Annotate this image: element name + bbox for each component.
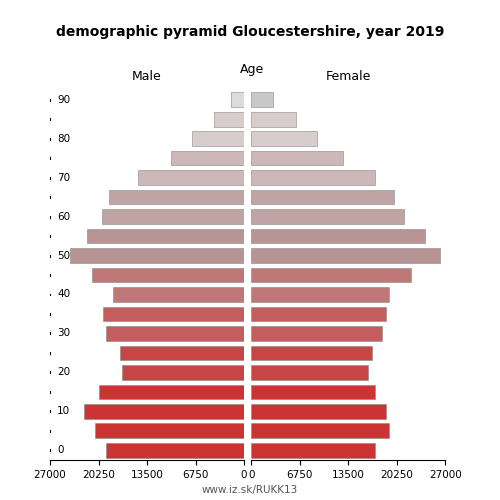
Text: 20: 20 xyxy=(57,368,70,378)
Bar xyxy=(251,112,296,126)
Text: 50: 50 xyxy=(57,250,70,260)
Text: Male: Male xyxy=(132,70,162,82)
Text: 30: 30 xyxy=(57,328,70,338)
Bar xyxy=(88,229,244,244)
Bar xyxy=(214,112,244,126)
Text: Female: Female xyxy=(326,70,371,82)
Text: Age: Age xyxy=(240,64,264,76)
Bar xyxy=(251,365,368,380)
Bar xyxy=(251,132,318,146)
Text: 0: 0 xyxy=(57,446,64,456)
Text: 70: 70 xyxy=(57,172,70,182)
Bar xyxy=(122,365,244,380)
Text: 10: 10 xyxy=(57,406,70,416)
Bar xyxy=(192,132,244,146)
Bar xyxy=(251,151,343,166)
Bar xyxy=(231,92,244,107)
Bar xyxy=(251,346,372,360)
Bar xyxy=(251,306,386,322)
Bar xyxy=(251,404,386,418)
Bar xyxy=(251,268,411,282)
Text: 60: 60 xyxy=(57,212,70,222)
Text: www.iz.sk/RUKK13: www.iz.sk/RUKK13 xyxy=(202,485,298,495)
Bar xyxy=(170,151,244,166)
Bar xyxy=(120,346,244,360)
Text: 90: 90 xyxy=(57,94,70,104)
Bar xyxy=(109,190,244,204)
Bar xyxy=(84,404,244,418)
Bar xyxy=(251,384,375,399)
Bar xyxy=(251,424,389,438)
Bar xyxy=(251,170,375,185)
Bar xyxy=(251,210,404,224)
Bar xyxy=(251,326,382,340)
Bar xyxy=(251,92,273,107)
Text: demographic pyramid Gloucestershire, year 2019: demographic pyramid Gloucestershire, yea… xyxy=(56,25,444,39)
Bar xyxy=(251,443,375,458)
Bar xyxy=(94,424,244,438)
Bar xyxy=(102,210,244,224)
Text: 80: 80 xyxy=(57,134,70,143)
Bar xyxy=(251,229,425,244)
Bar xyxy=(251,248,440,263)
Bar xyxy=(106,326,244,340)
Bar xyxy=(70,248,244,263)
Bar xyxy=(92,268,244,282)
Bar xyxy=(251,287,389,302)
Bar xyxy=(138,170,244,185)
Bar xyxy=(113,287,244,302)
Bar xyxy=(103,306,244,322)
Bar xyxy=(106,443,244,458)
Text: 40: 40 xyxy=(57,290,70,300)
Bar xyxy=(251,190,394,204)
Bar xyxy=(99,384,244,399)
